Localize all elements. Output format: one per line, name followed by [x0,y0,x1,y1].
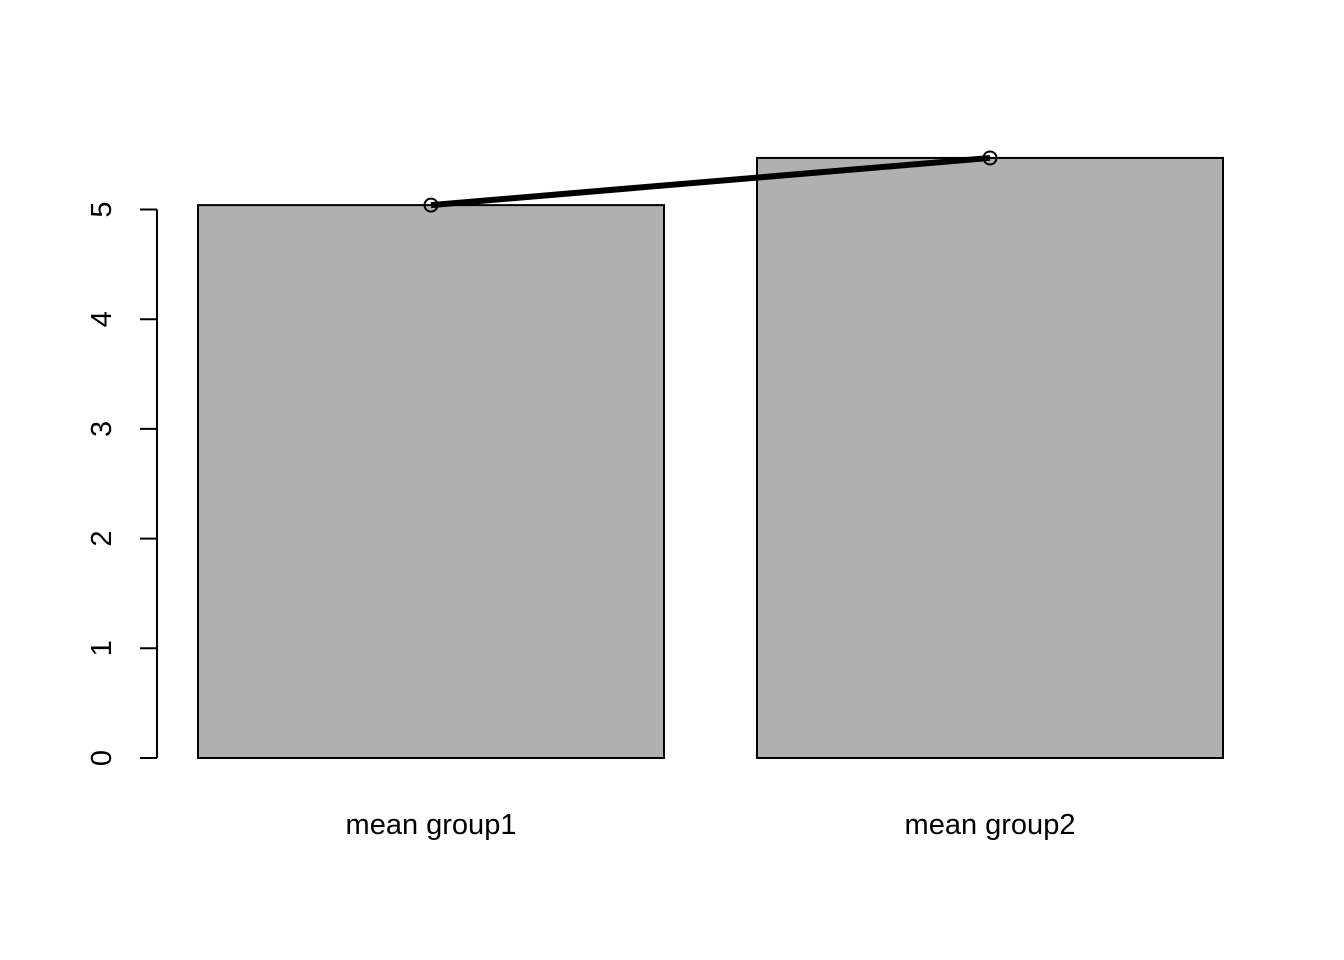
bars-layer [197,156,1224,760]
bar-2 [756,156,1224,760]
mean-line [430,154,991,209]
bar-1 [197,204,665,759]
x-tick-label: mean group2 [905,809,1076,841]
y-tick-label: 0 [86,750,118,766]
mean-point [423,197,439,213]
mean-point [982,150,998,166]
y-axis: 0 1 2 3 4 5 [86,201,158,766]
y-tick-label: 4 [86,311,118,327]
mean-line-overlay [423,150,998,213]
x-axis-labels: mean group1 mean group2 [346,809,1076,841]
x-tick-label: mean group1 [346,809,517,841]
y-tick-label: 3 [86,421,118,437]
y-tick-label: 5 [86,201,118,217]
y-tick-label: 2 [86,531,118,547]
y-tick-label: 1 [86,640,118,656]
